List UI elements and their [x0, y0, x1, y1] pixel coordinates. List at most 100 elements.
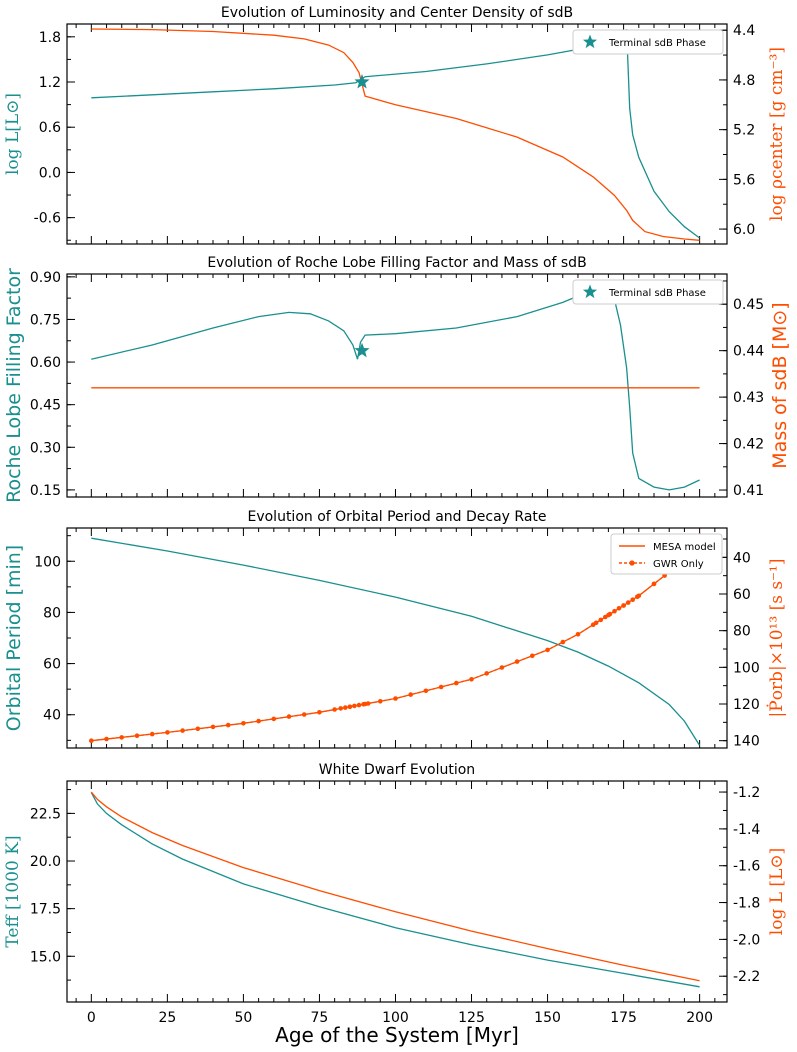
- right-tick-label: 0.41: [733, 483, 764, 499]
- gwr-marker: [560, 639, 566, 645]
- gwr-marker: [393, 696, 398, 701]
- left-tick-label: 0.45: [30, 398, 61, 414]
- gwr-marker: [423, 688, 429, 694]
- gwr-marker: [603, 614, 608, 620]
- right-tick-label: 40: [733, 550, 751, 566]
- right-axis-label: Mass of sdB [M⊙]: [769, 302, 791, 468]
- right-tick-label: -1.2: [733, 785, 760, 801]
- gwr-marker: [225, 722, 231, 728]
- gwr-marker: [301, 712, 307, 717]
- chart-title: White Dwarf Evolution: [319, 762, 475, 778]
- left-tick-label: 100: [34, 554, 61, 570]
- chart-title: Evolution of Luminosity and Center Densi…: [221, 5, 573, 21]
- left-axis-label: Orbital Period [min]: [3, 545, 25, 731]
- legend-box: [610, 533, 723, 575]
- x-axis-label: Age of the System [Myr]: [275, 1023, 519, 1047]
- series-line-mesa-model: [91, 534, 701, 742]
- gwr-marker: [530, 653, 535, 659]
- panel-period: Evolution of Orbital Period and Decay Ra…: [3, 509, 787, 750]
- gwr-marker: [241, 721, 246, 726]
- right-tick-label: 0.44: [733, 344, 764, 360]
- right-tick-label: -2.2: [733, 969, 760, 985]
- series-line-log-l: [91, 29, 700, 239]
- gwr-marker: [352, 703, 357, 709]
- chart-title: Evolution of Roche Lobe Filling Factor a…: [207, 255, 586, 271]
- gwr-marker: [438, 684, 444, 690]
- gwr-marker: [286, 714, 292, 719]
- panel-luminosity: Evolution of Luminosity and Center Densi…: [3, 5, 787, 245]
- right-tick-label: 120: [733, 697, 760, 713]
- gwr-marker: [499, 665, 505, 670]
- gwr-marker: [484, 671, 490, 676]
- right-tick-label: -1.4: [733, 822, 760, 838]
- gwr-marker: [343, 705, 348, 710]
- gwr-marker: [104, 736, 109, 742]
- series-line-log-rho-center: [91, 28, 700, 241]
- left-tick-label: 80: [43, 605, 61, 621]
- left-tick-label: 0.60: [30, 355, 61, 371]
- left-tick-label: 1.8: [39, 30, 61, 46]
- x-tick-label: 100: [382, 1010, 409, 1026]
- terminal-sdb-star: [354, 74, 370, 89]
- gwr-marker: [607, 611, 613, 617]
- gwr-marker: [149, 731, 155, 737]
- x-tick-label: 25: [158, 1010, 176, 1026]
- panel-wd: White Dwarf Evolution 0 25 50 75 100 125 150 175…: [3, 762, 787, 1026]
- gwr-marker: [625, 600, 631, 605]
- legend-label-gwr: GWR Only: [653, 559, 704, 570]
- gwr-marker: [616, 606, 622, 611]
- right-tick-label: 0.43: [733, 390, 764, 406]
- series-line-gwr-only: [91, 534, 701, 742]
- right-tick-label: 140: [733, 734, 760, 750]
- left-tick-label: 0.75: [30, 312, 61, 328]
- right-tick-label: 4.8: [733, 73, 755, 89]
- gwr-marker: [356, 702, 362, 708]
- right-tick-label: 0.42: [733, 437, 764, 453]
- gwr-marker: [598, 617, 604, 623]
- series-line-teff: [90, 792, 700, 988]
- left-tick-label: 22.5: [30, 806, 61, 822]
- right-tick-label: 6.0: [733, 222, 755, 238]
- gwr-marker: [338, 706, 344, 711]
- right-tick-label: 4.4: [733, 23, 755, 39]
- left-tick-label: 0.0: [39, 165, 61, 181]
- right-tick-label: 100: [733, 660, 760, 676]
- left-tick-label: 0.6: [39, 120, 61, 136]
- legend-label: Terminal sdB Phase: [608, 38, 706, 49]
- gwr-marker: [651, 581, 657, 587]
- x-tick-label: 0: [87, 1010, 96, 1026]
- plot-frame: [66, 780, 728, 1003]
- plot-frame: [66, 273, 728, 498]
- left-tick-label: 0.90: [30, 270, 61, 286]
- gwr-marker: [361, 702, 366, 707]
- legend-star-icon: [582, 34, 598, 49]
- gwr-marker: [165, 730, 170, 735]
- right-axis-label: log L [L⊙]: [767, 848, 787, 935]
- gwr-marker: [469, 677, 474, 682]
- gwr-marker: [317, 710, 322, 715]
- right-axis-label: |Ṗorb|×10¹³ [s s⁻¹]: [766, 559, 787, 718]
- gwr-marker: [635, 594, 640, 600]
- right-axis-label: log ρcenter [g cm⁻³]: [767, 47, 787, 221]
- gwr-marker: [180, 728, 185, 733]
- left-tick-label: 0.30: [30, 440, 61, 456]
- series-line-orbital-period: [91, 537, 701, 746]
- gwr-marker: [134, 733, 140, 738]
- gwr-marker: [347, 704, 353, 710]
- x-tick-label: 150: [534, 1010, 561, 1026]
- gwr-marker: [89, 738, 94, 743]
- left-tick-label: 0.15: [30, 483, 61, 499]
- left-tick-label: 60: [43, 657, 61, 673]
- x-tick-label: 125: [458, 1010, 485, 1026]
- gwr-marker: [454, 680, 459, 686]
- legend-label: Terminal sdB Phase: [608, 288, 706, 299]
- gwr-marker: [630, 597, 635, 602]
- right-tick-label: -1.8: [733, 896, 760, 912]
- legend-box: [572, 279, 724, 305]
- gwr-marker: [545, 647, 550, 653]
- x-tick-label: 200: [686, 1010, 713, 1026]
- legend-gwr-marker: [629, 560, 635, 566]
- right-tick-label: -2.0: [733, 932, 760, 948]
- left-tick-label: 17.5: [30, 902, 61, 918]
- left-tick-label: 15.0: [30, 949, 61, 965]
